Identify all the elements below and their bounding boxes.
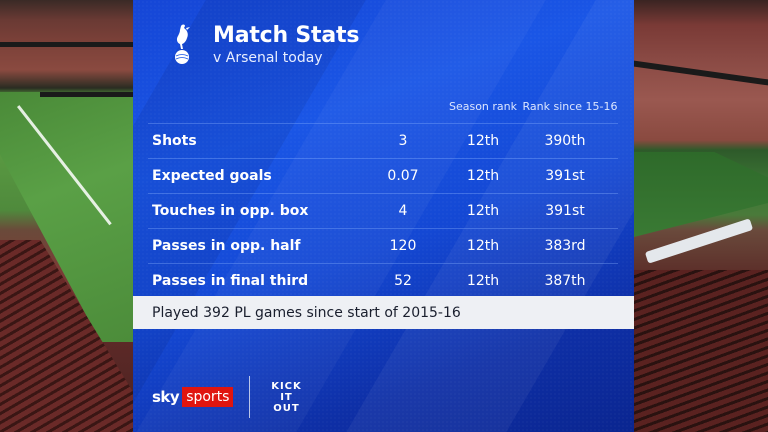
stat-value: 4 xyxy=(398,203,408,219)
stat-label: Passes in final third xyxy=(152,273,309,289)
table-row: Passes in final third 52 12th 387th xyxy=(148,263,618,298)
season-rank: 12th xyxy=(466,133,500,149)
ad-boards xyxy=(634,60,768,86)
stat-label: Expected goals xyxy=(152,168,272,184)
stats-table: Shots 3 12th 390th Expected goals 0.07 1… xyxy=(148,123,618,298)
season-rank: 12th xyxy=(466,273,500,289)
stat-value: 120 xyxy=(389,238,417,254)
rank-since: 387th xyxy=(544,273,586,289)
footnote-bar: Played 392 PL games since start of 2015-… xyxy=(133,296,634,329)
season-rank: 12th xyxy=(466,238,500,254)
panel-header: Match Stats v Arsenal today xyxy=(173,20,359,70)
stat-value: 0.07 xyxy=(387,168,419,184)
stadium-background-right xyxy=(634,0,768,432)
sports-wordmark: sports xyxy=(182,387,234,407)
kick-it-out-logo: KICK IT OUT xyxy=(264,375,308,419)
table-row: Shots 3 12th 390th xyxy=(148,123,618,158)
tottenham-cockerel-icon xyxy=(173,23,193,67)
match-stats-panel: Match Stats v Arsenal today Season rank … xyxy=(133,0,634,432)
ad-boards xyxy=(40,92,134,97)
kick-it-out-line: IT xyxy=(280,391,293,403)
rank-since: 391st xyxy=(545,203,585,219)
rank-since: 391st xyxy=(545,168,585,184)
table-header: Season rank Rank since 15-16 xyxy=(133,100,634,116)
rank-since: 390th xyxy=(544,133,586,149)
table-row: Expected goals 0.07 12th 391st xyxy=(148,158,618,193)
sky-sports-logo: sky sports xyxy=(152,387,234,407)
branding: sky sports KICK IT OUT xyxy=(152,376,308,418)
stat-value: 3 xyxy=(398,133,408,149)
dot-texture xyxy=(133,0,634,432)
stat-label: Shots xyxy=(152,133,197,149)
stat-value: 52 xyxy=(394,273,412,289)
column-header-season-rank: Season rank xyxy=(448,100,518,113)
table-row: Touches in opp. box 4 12th 391st xyxy=(148,193,618,228)
stat-label: Touches in opp. box xyxy=(152,203,309,219)
stat-label: Passes in opp. half xyxy=(152,238,301,254)
page-subtitle: v Arsenal today xyxy=(213,50,323,66)
sky-wordmark: sky xyxy=(152,388,180,406)
column-header-rank-since: Rank since 15-16 xyxy=(522,100,618,113)
table-row: Passes in opp. half 120 12th 383rd xyxy=(148,228,618,263)
ad-boards xyxy=(0,42,134,47)
kick-it-out-line: KICK xyxy=(271,380,302,392)
footnote-text: Played 392 PL games since start of 2015-… xyxy=(152,304,461,321)
season-rank: 12th xyxy=(466,203,500,219)
rank-since: 383rd xyxy=(544,238,586,254)
season-rank: 12th xyxy=(466,168,500,184)
kick-it-out-line: OUT xyxy=(273,402,300,414)
stadium-background-left xyxy=(0,0,134,432)
page-title: Match Stats xyxy=(213,23,360,48)
divider xyxy=(249,376,251,418)
stadium-seats xyxy=(634,270,768,432)
